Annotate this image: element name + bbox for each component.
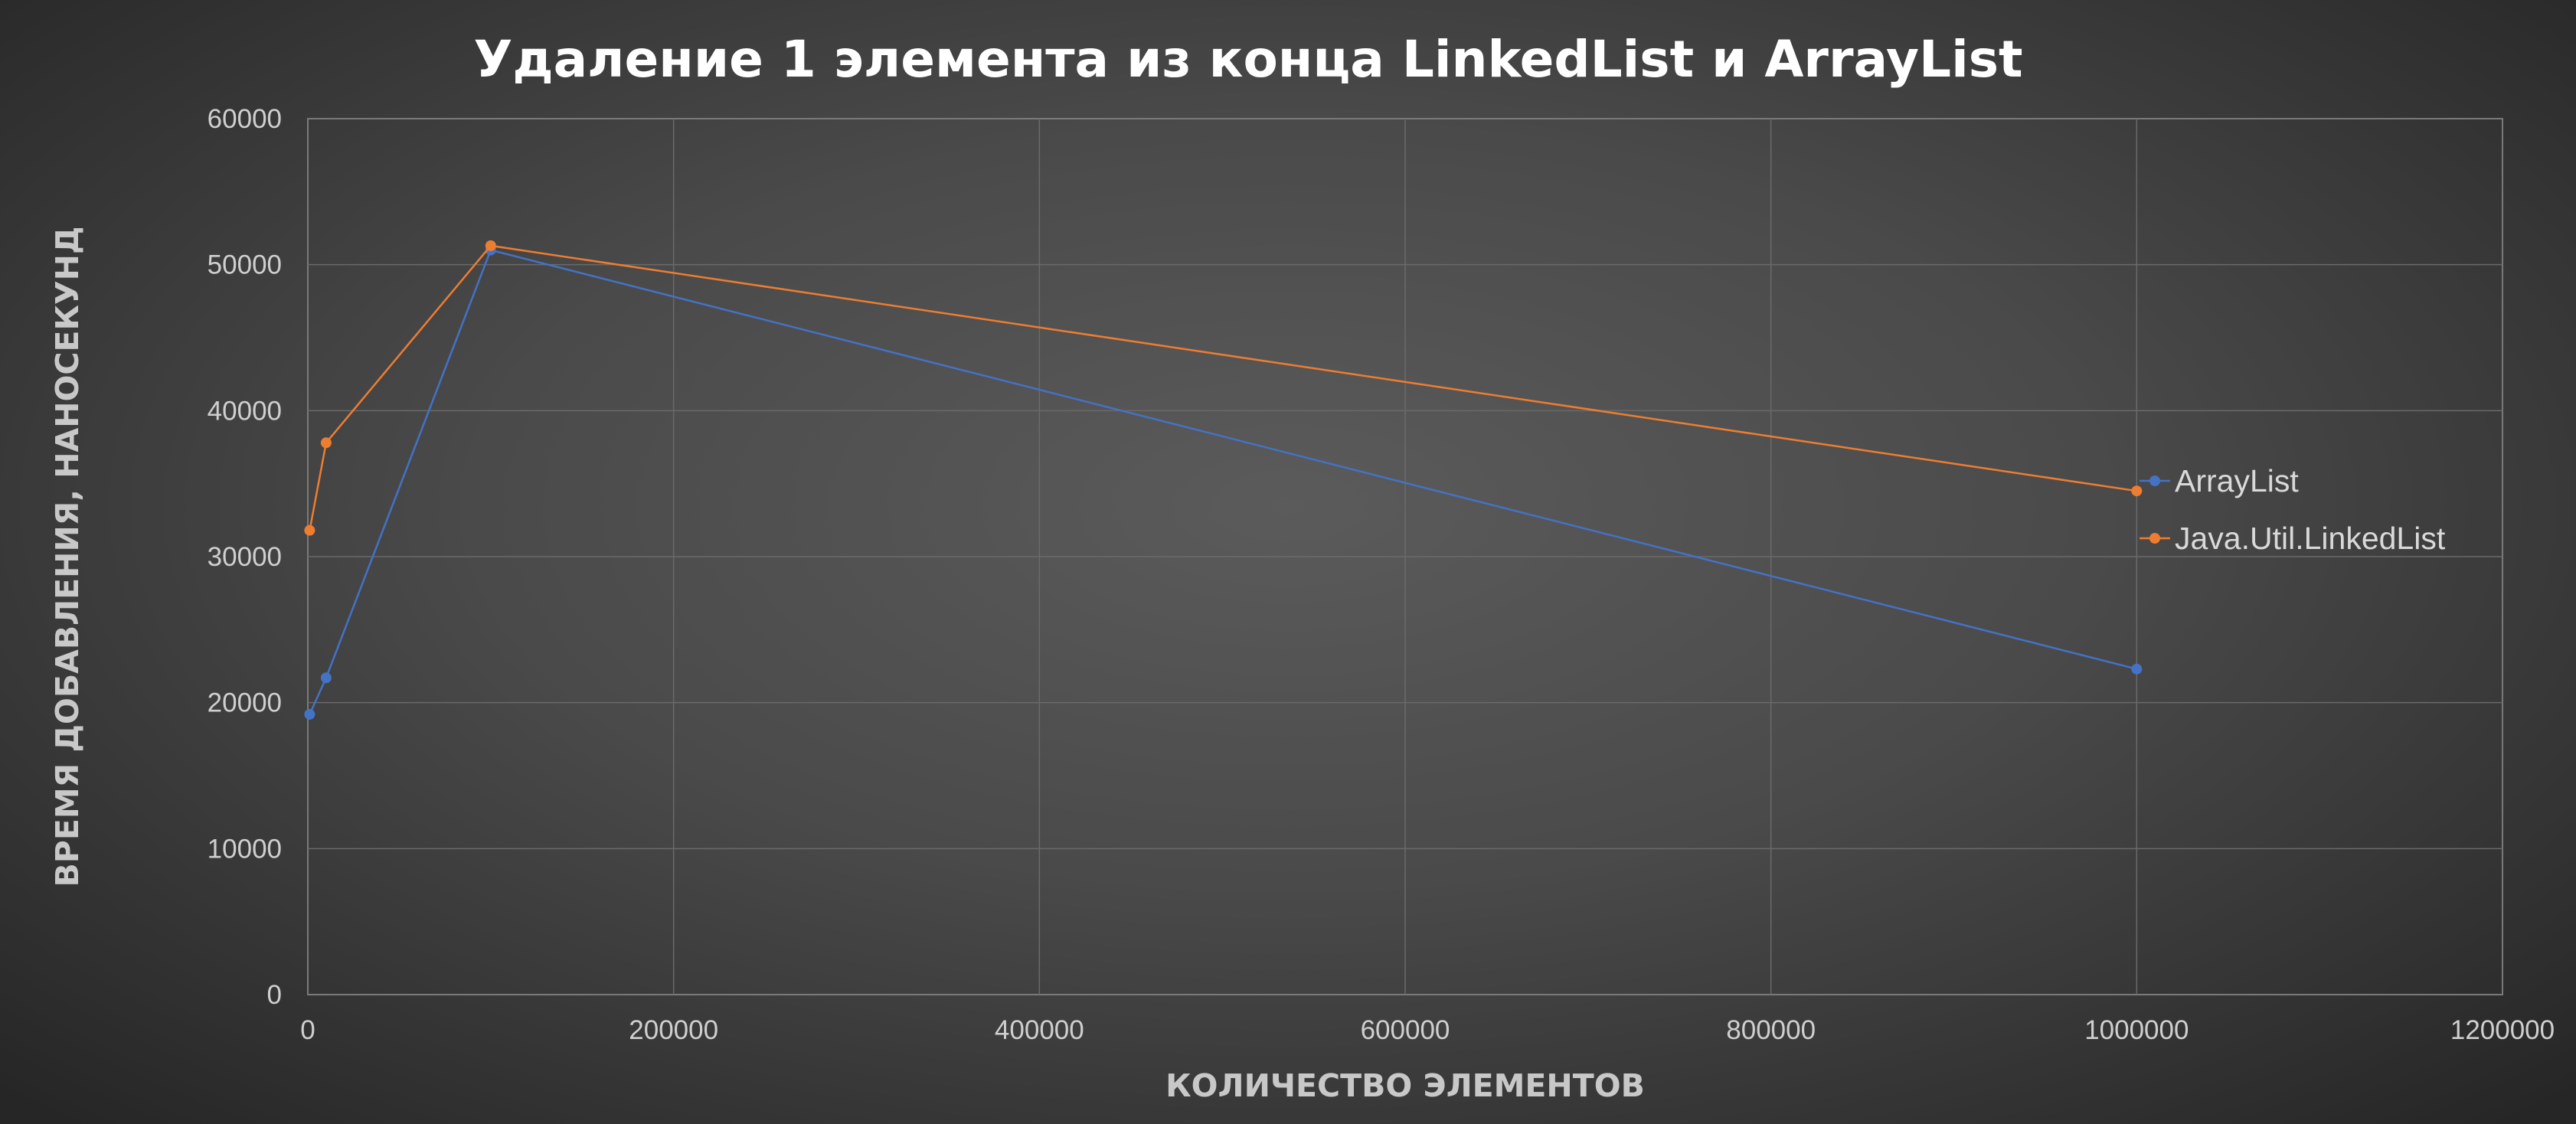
x-tick-label: 200000 <box>629 1015 718 1045</box>
y-tick-label: 30000 <box>208 542 282 572</box>
series-line-2 <box>309 244 2137 531</box>
x-tick-label: 1000000 <box>2084 1015 2189 1045</box>
data-point <box>485 240 496 251</box>
data-point <box>304 524 315 536</box>
y-tick-label: 60000 <box>208 104 282 134</box>
x-tick-label: 600000 <box>1361 1015 1450 1045</box>
data-point <box>2131 663 2143 675</box>
series-layer <box>304 240 2143 720</box>
data-point <box>320 672 332 684</box>
legend-entry: Java.Util.LinkedList <box>2175 521 2446 556</box>
legend-marker <box>2149 475 2160 486</box>
x-tick-label: 400000 <box>995 1015 1084 1045</box>
data-point <box>320 437 332 449</box>
data-point <box>2131 485 2143 497</box>
y-tick-label: 40000 <box>208 396 282 426</box>
y-tick-label: 20000 <box>208 688 282 718</box>
x-tick-label: 800000 <box>1726 1015 1816 1045</box>
legend-entry: ArrayList <box>2175 463 2299 498</box>
x-axis-title: КОЛИЧЕСТВО ЭЛЕМЕНТОВ <box>1165 1067 1645 1104</box>
legend: ArrayList Java.Util.LinkedList <box>2140 463 2446 556</box>
y-axis-title: ВРЕМЯ ДОБАВЛЕНИЯ, НАНОСЕКУНД <box>49 227 86 887</box>
legend-marker <box>2149 533 2160 544</box>
x-tick-label: 0 <box>300 1015 315 1045</box>
y-tick-label: 10000 <box>208 834 282 864</box>
data-point <box>304 708 315 720</box>
chart-title: Удаление 1 элемента из конца LinkedList … <box>473 30 2022 89</box>
tick-labels: 0 200000 400000 600000 800000 1000000 1200000 0… <box>208 104 2555 1045</box>
y-tick-label: 50000 <box>208 250 282 280</box>
x-tick-label: 1200000 <box>2450 1015 2555 1045</box>
gridlines <box>308 119 2502 995</box>
y-tick-label: 0 <box>267 980 282 1010</box>
series-line-1 <box>309 249 2137 715</box>
